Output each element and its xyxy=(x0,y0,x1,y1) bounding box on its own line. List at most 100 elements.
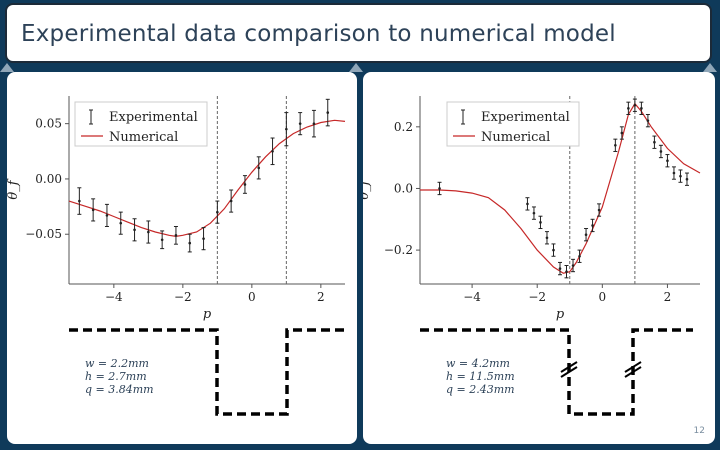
data-point xyxy=(672,171,676,175)
experimental-point xyxy=(632,98,637,112)
param-h: h = 2.7mm xyxy=(85,370,147,383)
data-point xyxy=(552,248,555,252)
decorative-arrow-icon xyxy=(0,63,14,72)
slide-title: Experimental data comparison to numerica… xyxy=(21,21,616,47)
right-params: w = 4.2mm h = 11.5mm q = 2.43mm xyxy=(446,357,515,396)
experimental-point xyxy=(658,144,663,159)
y-tick-label: −0.2 xyxy=(384,243,413,257)
data-point xyxy=(565,270,568,273)
x-tick-label: 2 xyxy=(664,290,672,304)
data-point xyxy=(597,208,601,212)
data-point xyxy=(584,233,588,236)
x-tick-label: −2 xyxy=(174,290,192,304)
data-point xyxy=(640,107,643,110)
x-tick-label: −4 xyxy=(105,290,123,304)
experimental-point xyxy=(613,138,618,152)
x-tick-label: 0 xyxy=(599,290,607,304)
data-point xyxy=(216,210,219,214)
experimental-point xyxy=(77,187,82,215)
data-point xyxy=(312,122,316,125)
legend-numerical-label: Numerical xyxy=(109,130,178,145)
experimental-point xyxy=(584,228,589,242)
data-point xyxy=(188,241,192,245)
data-point xyxy=(545,236,549,240)
experimental-point xyxy=(91,198,96,222)
experimental-point xyxy=(229,189,234,213)
legend-numerical-label: Numerical xyxy=(481,130,550,145)
experimental-point xyxy=(652,135,657,149)
left-panel: −4 −2 0 2 0.05 0.00 −0.05 p θ_f Experimental Numer… xyxy=(7,72,357,444)
left-params: w = 2.2mm h = 2.7mm q = 3.84mm xyxy=(85,357,154,396)
data-point xyxy=(326,111,330,114)
data-point xyxy=(160,238,164,242)
param-h: h = 11.5mm xyxy=(446,370,515,383)
decorative-arrow-icon xyxy=(703,63,717,72)
experimental-point xyxy=(215,200,220,224)
data-point xyxy=(243,183,247,186)
title-bar: Experimental data comparison to numerica… xyxy=(5,3,712,63)
data-point xyxy=(174,234,178,237)
data-point xyxy=(133,228,136,232)
param-q: q = 3.84mm xyxy=(85,383,154,396)
experimental-point xyxy=(525,197,530,211)
experimental-point xyxy=(678,169,683,183)
experimental-point xyxy=(558,261,562,276)
data-point xyxy=(620,131,624,135)
experimental-point xyxy=(531,206,536,220)
break-mark xyxy=(624,366,642,378)
experimental-point xyxy=(242,175,247,194)
data-point xyxy=(591,224,594,227)
data-point xyxy=(539,221,542,224)
data-point xyxy=(578,254,581,258)
legend-experimental-label: Experimental xyxy=(481,110,570,125)
experimental-point xyxy=(626,101,631,115)
break-mark xyxy=(560,361,578,373)
experimental-point xyxy=(544,231,549,245)
data-point xyxy=(614,144,617,147)
experimental-point xyxy=(551,243,556,257)
experimental-point xyxy=(284,112,289,147)
experimental-point xyxy=(437,181,442,196)
experimental-point xyxy=(671,166,676,180)
profile-trench xyxy=(69,328,347,416)
y-tick-label: 0.0 xyxy=(394,181,413,195)
data-point xyxy=(229,199,233,203)
legend-box xyxy=(446,101,580,147)
experimental-point xyxy=(298,112,303,136)
data-point xyxy=(91,208,95,212)
x-axis-label: p xyxy=(203,307,212,322)
y-tick-label: 0.05 xyxy=(35,117,62,131)
data-point xyxy=(298,122,302,125)
decorative-arrow-icon xyxy=(349,63,363,72)
experimental-point xyxy=(665,154,670,168)
data-point xyxy=(653,140,656,144)
experimental-point xyxy=(639,101,644,115)
break-mark xyxy=(560,366,578,378)
page-number: 12 xyxy=(693,426,705,436)
experimental-point xyxy=(132,218,137,242)
experimental-point xyxy=(270,137,275,166)
data-point xyxy=(119,221,123,225)
legend: Experimental Numerical xyxy=(446,101,580,147)
data-point xyxy=(679,174,682,178)
data-point xyxy=(105,214,109,217)
experimental-point xyxy=(118,211,123,235)
data-point xyxy=(633,103,637,107)
break-mark xyxy=(624,361,642,373)
experimental-point xyxy=(187,233,192,253)
x-tick-label: −4 xyxy=(463,290,481,304)
data-point xyxy=(257,166,261,170)
experimental-point xyxy=(645,113,650,128)
param-w: w = 4.2mm xyxy=(446,357,510,370)
experimental-point xyxy=(590,218,595,233)
experimental-point xyxy=(160,230,165,250)
experimental-point xyxy=(684,172,689,186)
data-point xyxy=(627,107,630,110)
experimental-point xyxy=(571,258,576,273)
data-point xyxy=(526,202,529,206)
experimental-point xyxy=(564,265,569,279)
data-point xyxy=(202,237,205,240)
experimental-point xyxy=(311,109,316,138)
y-tick-label: −0.05 xyxy=(25,227,62,241)
legend-experimental-label: Experimental xyxy=(109,110,198,125)
